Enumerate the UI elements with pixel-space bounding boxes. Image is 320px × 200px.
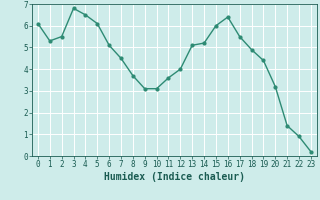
X-axis label: Humidex (Indice chaleur): Humidex (Indice chaleur) (104, 172, 245, 182)
